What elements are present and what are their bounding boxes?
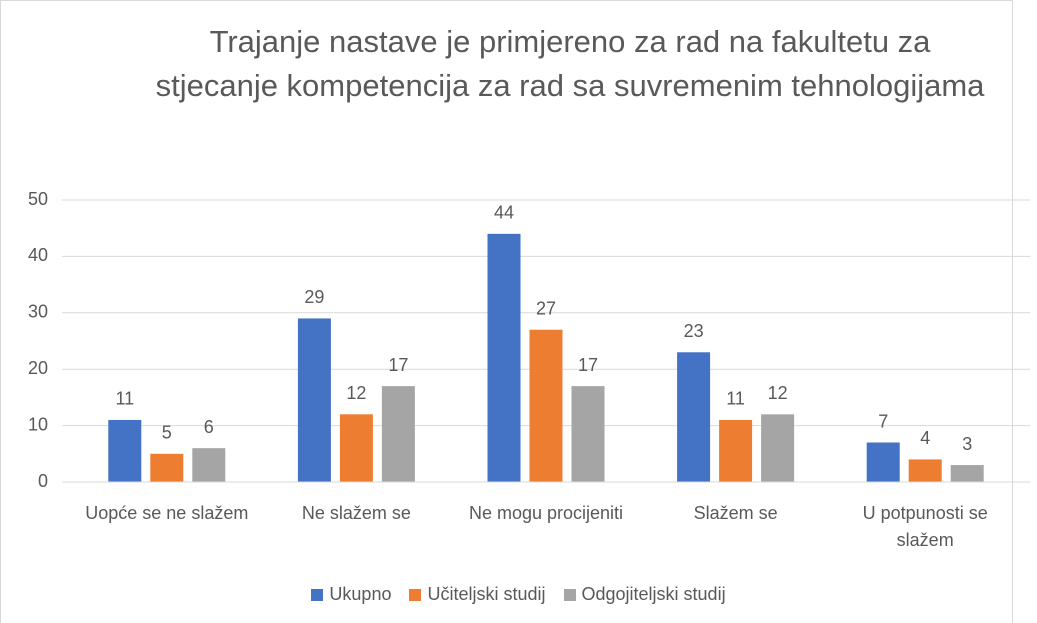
- y-tick-label: 0: [38, 471, 48, 491]
- data-label: 6: [204, 417, 214, 437]
- legend-label: Ukupno: [329, 584, 392, 604]
- data-label: 11: [115, 389, 134, 409]
- legend-swatch: [563, 588, 576, 601]
- bar: [719, 419, 753, 482]
- data-label: 12: [346, 383, 366, 403]
- legend-swatch: [409, 588, 422, 601]
- bar: [297, 318, 331, 482]
- y-tick-label: 40: [28, 245, 48, 265]
- data-label: 44: [494, 203, 514, 223]
- legend-item: Odgojiteljski studij: [563, 584, 726, 605]
- data-label: 4: [920, 428, 930, 448]
- chart-border: [0, 0, 1013, 623]
- y-tick-label: 50: [28, 189, 48, 209]
- x-tick-label: Ne slažem se: [301, 503, 411, 523]
- bar: [950, 465, 984, 482]
- y-tick-label: 20: [28, 358, 48, 378]
- legend: Ukupno Učiteljski studij Odgojiteljski stu…: [0, 584, 1037, 605]
- bar: [192, 448, 226, 482]
- legend-item: Ukupno: [311, 584, 391, 605]
- bar: [677, 352, 711, 482]
- legend-label: Odgojiteljski studij: [581, 584, 726, 604]
- x-tick-label: Uopće se ne slažem: [85, 503, 249, 523]
- x-tick-label: Slažem se: [693, 503, 778, 523]
- bar: [339, 414, 373, 482]
- legend-label: Učiteljski studij: [427, 584, 546, 604]
- legend-item: Učiteljski studij: [409, 584, 546, 605]
- y-tick-label: 30: [28, 302, 48, 322]
- data-label: 5: [162, 423, 172, 443]
- bar: [529, 329, 563, 482]
- data-label: 3: [962, 434, 972, 454]
- bar: [866, 442, 900, 482]
- bar: [487, 233, 521, 482]
- bar: [571, 386, 605, 482]
- chart-title: Trajanje nastave je primjereno za rad na…: [155, 24, 985, 103]
- data-label: 17: [578, 355, 598, 375]
- data-label: 11: [726, 389, 745, 409]
- data-label: 23: [684, 321, 704, 341]
- x-tick-label: U potpunosti se slažem: [862, 503, 988, 550]
- data-label: 27: [536, 298, 556, 318]
- data-label: 7: [878, 411, 888, 431]
- bar: [908, 459, 942, 482]
- bar: [381, 386, 415, 482]
- data-label: 12: [768, 383, 788, 403]
- bar: [108, 419, 142, 482]
- x-tick-label: Ne mogu procijeniti: [468, 503, 624, 523]
- bar: [150, 453, 184, 482]
- bar: [761, 414, 795, 482]
- data-label: 29: [304, 287, 324, 307]
- legend-swatch: [311, 588, 324, 601]
- y-tick-label: 10: [28, 414, 48, 434]
- data-label: 17: [388, 355, 408, 375]
